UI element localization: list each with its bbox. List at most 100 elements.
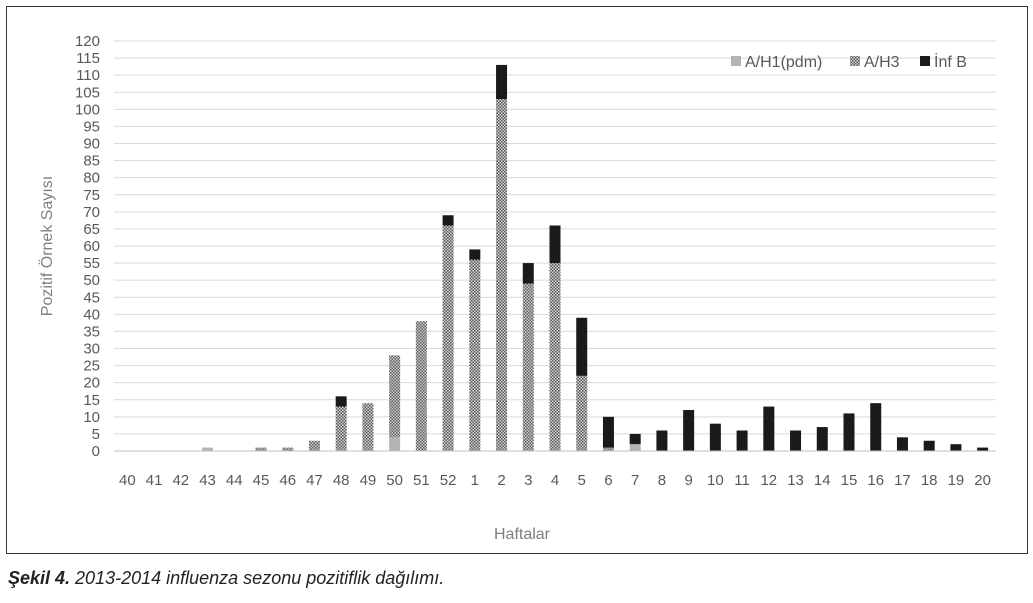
- bar-a-h3-1: [469, 259, 481, 451]
- bar-a-h3-6: [602, 447, 614, 451]
- y-tick-label: 85: [83, 153, 100, 170]
- bar-i-nf-b-18: [923, 440, 935, 451]
- bar-a-h3-2: [496, 99, 508, 451]
- bar-i-nf-b-19: [950, 444, 962, 451]
- y-tick-label: 0: [92, 443, 100, 460]
- y-axis-title: Pozitif Örnek Sayısı: [38, 176, 56, 317]
- y-tick-label: 90: [83, 136, 100, 153]
- x-tick-label: 45: [253, 472, 270, 489]
- y-tick-label: 20: [83, 375, 100, 392]
- bars: [202, 64, 989, 451]
- y-tick-label: 30: [83, 341, 100, 358]
- bar-i-nf-b-15: [843, 413, 855, 451]
- bar-i-nf-b-13: [790, 430, 802, 451]
- bar-a-h3-49: [362, 403, 374, 451]
- y-tick-label: 5: [92, 426, 100, 443]
- x-tick-label: 11: [734, 472, 750, 489]
- bar-i-nf-b-3: [522, 263, 534, 284]
- bar-i-nf-b-17: [896, 437, 908, 451]
- x-tick-label: 43: [199, 472, 216, 489]
- x-tick-label: 3: [524, 472, 532, 489]
- x-tick-label: 40: [119, 472, 136, 489]
- bar-i-nf-b-48: [335, 396, 347, 407]
- x-tick-label: 17: [894, 472, 911, 489]
- x-tick-label: 7: [631, 472, 639, 489]
- bar-a-h3-51: [415, 321, 427, 451]
- x-tick-label: 44: [226, 472, 243, 489]
- bar-a-h3-45: [255, 447, 267, 451]
- y-tick-label: 50: [83, 272, 100, 289]
- bar-a-h3-48: [335, 406, 347, 451]
- bar-i-nf-b-9: [683, 410, 695, 451]
- bar-a-h3-50: [389, 355, 401, 438]
- y-tick-label: 100: [75, 101, 100, 118]
- y-tick-label: 105: [75, 84, 100, 101]
- x-tick-label: 46: [279, 472, 296, 489]
- legend-label: A/H1(pdm): [745, 54, 822, 71]
- bar-a-h1-pdm--43: [202, 447, 214, 451]
- x-tick-label: 42: [172, 472, 189, 489]
- x-tick-label: 20: [974, 472, 991, 489]
- bar-i-nf-b-12: [763, 406, 775, 451]
- x-tick-label: 48: [333, 472, 350, 489]
- y-tick-label: 95: [83, 118, 100, 135]
- bar-i-nf-b-6: [602, 416, 614, 448]
- y-tick-label: 10: [83, 409, 100, 426]
- legend-swatch: [731, 56, 741, 66]
- bar-a-h1-pdm--50: [389, 437, 401, 451]
- legend-swatch: [920, 56, 930, 66]
- x-tick-label: 47: [306, 472, 323, 489]
- bar-i-nf-b-10: [709, 423, 721, 451]
- legend-label: A/H3: [864, 54, 900, 71]
- x-tick-label: 16: [867, 472, 884, 489]
- legend: A/H1(pdm) A/H3 İnf B: [731, 52, 967, 71]
- bar-i-nf-b-4: [549, 225, 561, 264]
- x-axis-title: Haftalar: [494, 526, 551, 543]
- x-tick-label: 50: [386, 472, 403, 489]
- y-tick-label: 45: [83, 289, 100, 306]
- bar-a-h3-3: [522, 283, 534, 451]
- bar-i-nf-b-5: [576, 317, 588, 376]
- y-tick-label: 80: [83, 170, 100, 187]
- bar-i-nf-b-1: [469, 249, 481, 260]
- bar-a-h3-46: [282, 447, 294, 451]
- bar-a-h3-47: [308, 440, 320, 451]
- x-tick-label: 9: [684, 472, 692, 489]
- x-tick-label: 51: [413, 472, 430, 489]
- bar-a-h3-5: [576, 375, 588, 451]
- caption-label: Şekil 4.: [8, 568, 71, 588]
- x-tick-label: 8: [658, 472, 666, 489]
- x-tick-label: 49: [360, 472, 377, 489]
- x-tick-label: 5: [578, 472, 586, 489]
- bar-a-h1-pdm--7: [629, 444, 641, 451]
- y-tick-label: 70: [83, 204, 100, 221]
- x-tick-label: 41: [146, 472, 163, 489]
- x-tick-label: 1: [471, 472, 479, 489]
- bar-a-h3-4: [549, 263, 561, 451]
- bar-i-nf-b-52: [442, 215, 454, 226]
- figure-caption: Şekil 4. 2013-2014 influenza sezonu pozi…: [8, 568, 444, 589]
- bar-i-nf-b-7: [629, 433, 641, 445]
- x-tick-label: 13: [787, 472, 804, 489]
- y-tick-label: 55: [83, 255, 100, 272]
- x-tick-label: 10: [707, 472, 724, 489]
- x-tick-label: 12: [760, 472, 777, 489]
- y-tick-label: 15: [83, 392, 100, 409]
- y-tick-label: 110: [76, 67, 100, 84]
- bar-i-nf-b-14: [816, 427, 828, 451]
- legend-label: İnf B: [934, 52, 967, 71]
- x-tick-labels: 40 41 42 43 44 45 46 47 48 49 50 51 52 1 2 3 4 5 6 7 8 9 10 11 1…: [119, 472, 991, 489]
- bar-i-nf-b-8: [656, 430, 668, 451]
- y-tick-label: 115: [76, 50, 100, 67]
- y-tick-label: 60: [83, 238, 100, 255]
- x-tick-label: 6: [604, 472, 612, 489]
- bar-i-nf-b-20: [977, 447, 989, 451]
- y-tick-label: 35: [83, 323, 100, 340]
- x-tick-label: 52: [440, 472, 457, 489]
- x-tick-label: 14: [814, 472, 831, 489]
- bar-i-nf-b-16: [870, 403, 882, 451]
- x-tick-label: 18: [921, 472, 938, 489]
- bar-a-h3-52: [442, 225, 454, 451]
- y-tick-label: 65: [83, 221, 100, 238]
- bar-i-nf-b-11: [736, 430, 748, 451]
